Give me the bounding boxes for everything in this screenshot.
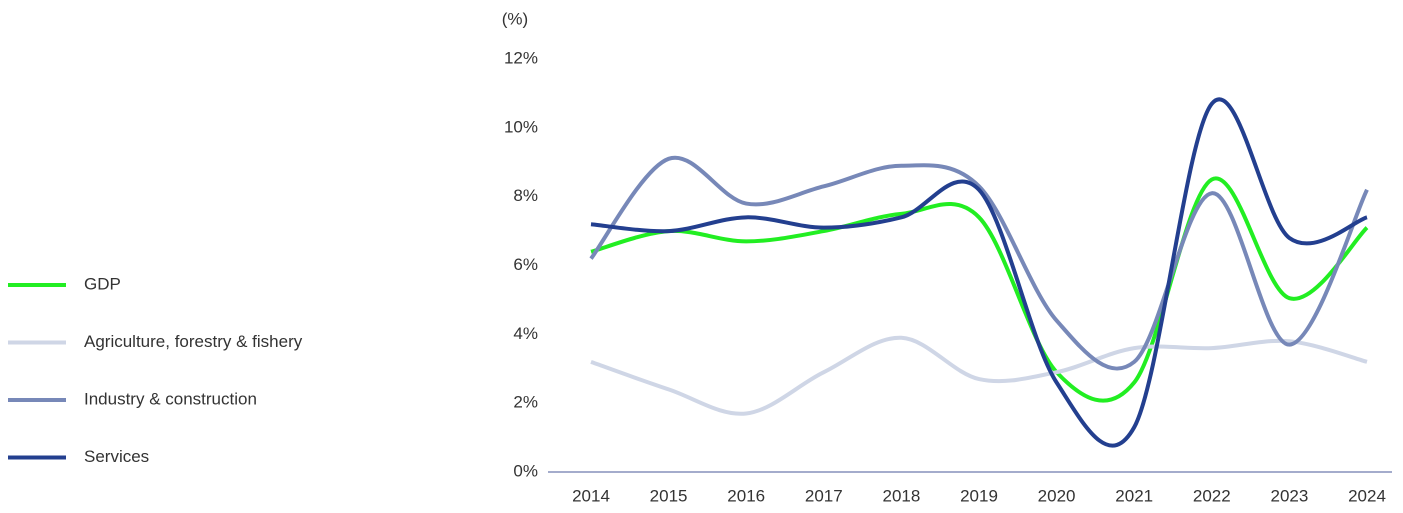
legend-label: Agriculture, forestry & fishery — [84, 332, 303, 351]
x-tick-label: 2022 — [1193, 486, 1231, 505]
y-axis-label: (%) — [502, 9, 528, 28]
series-line — [590, 176, 1369, 403]
x-tick-label: 2024 — [1348, 486, 1386, 505]
y-tick-label: 0% — [513, 461, 538, 480]
x-tick-label: 2018 — [882, 486, 920, 505]
y-tick-label: 12% — [504, 48, 538, 67]
y-tick-label: 6% — [513, 255, 538, 274]
x-tick-label: 2017 — [805, 486, 843, 505]
x-tick-label: 2016 — [727, 486, 765, 505]
y-tick-label: 2% — [513, 393, 538, 412]
x-tick-label: 2020 — [1038, 486, 1076, 505]
x-tick-label: 2021 — [1115, 486, 1153, 505]
legend-label: Industry & construction — [84, 389, 257, 408]
x-tick-label: 2019 — [960, 486, 998, 505]
y-tick-label: 8% — [513, 186, 538, 205]
x-tick-label: 2023 — [1270, 486, 1308, 505]
y-tick-label: 4% — [513, 324, 538, 343]
y-tick-label: 10% — [504, 117, 538, 136]
legend-label: Services — [84, 447, 149, 466]
x-tick-label: 2015 — [650, 486, 688, 505]
series-line — [590, 97, 1368, 448]
series-line — [589, 155, 1369, 371]
legend-label: GDP — [84, 274, 121, 293]
x-tick-label: 2014 — [572, 486, 610, 505]
series-line — [590, 335, 1368, 416]
